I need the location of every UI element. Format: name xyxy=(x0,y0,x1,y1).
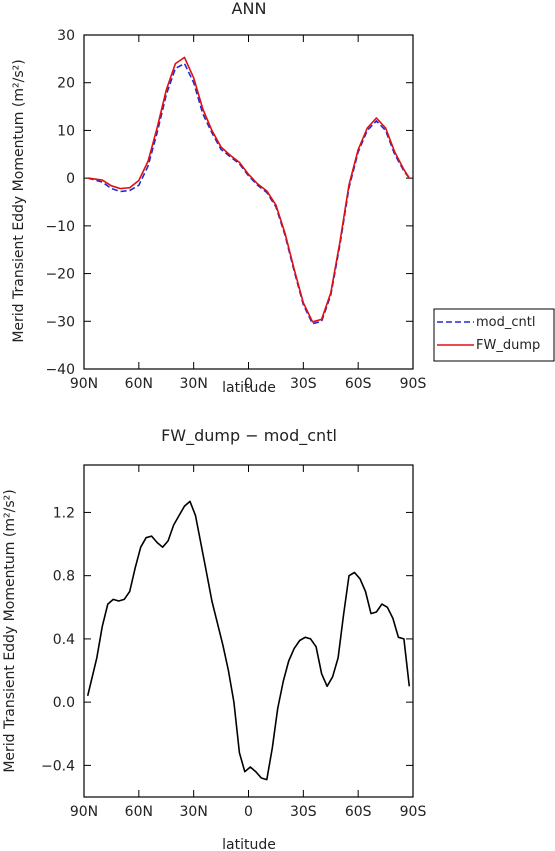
y-tick-label: 1.2 xyxy=(53,505,75,521)
legend-label-FW_dump: FW_dump xyxy=(476,338,540,353)
x-tick-label: 0 xyxy=(244,376,253,392)
y-tick-label: −20 xyxy=(45,267,75,283)
y-tick-label: 0.0 xyxy=(53,695,75,711)
x-tick-label: 60N xyxy=(125,376,153,392)
x-tick-label: 30N xyxy=(180,376,208,392)
x-tick-label: 0 xyxy=(244,804,253,820)
x-tick-label: 90S xyxy=(400,376,427,392)
y-tick-label: 0.4 xyxy=(53,632,75,648)
series-line-diff xyxy=(86,500,411,781)
bottom-xlabel: latitude xyxy=(222,837,276,851)
bottom-panel: FW_dump − mod_cntl latitude Merid Transi… xyxy=(2,426,426,851)
top-xlabel: latitude xyxy=(222,380,276,396)
y-tick-label: 0.8 xyxy=(53,569,75,585)
x-tick-label: 60N xyxy=(125,804,153,820)
x-tick-label: 90N xyxy=(70,804,98,820)
bottom-ylabel: Merid Transient Eddy Momentum (m²/s²) xyxy=(2,489,18,772)
y-tick-label: −0.4 xyxy=(41,758,75,774)
y-tick-label: 20 xyxy=(57,76,75,92)
legend: mod_cntl FW_dump xyxy=(433,308,555,362)
x-tick-label: 30N xyxy=(180,804,208,820)
bottom-plot-frame xyxy=(83,464,414,798)
y-tick-label: 10 xyxy=(57,123,75,139)
x-tick-label: 60S xyxy=(345,376,372,392)
top-plot-frame xyxy=(83,34,414,370)
x-tick-label: 30S xyxy=(290,804,317,820)
top-title: ANN xyxy=(232,0,267,18)
y-tick-label: 30 xyxy=(57,28,75,44)
x-tick-label: 30S xyxy=(290,376,317,392)
y-tick-label: −10 xyxy=(45,219,75,235)
y-tick-label: −30 xyxy=(45,314,75,330)
bottom-title: FW_dump − mod_cntl xyxy=(161,426,337,446)
x-tick-label: 90N xyxy=(70,376,98,392)
legend-label-mod_cntl: mod_cntl xyxy=(476,315,535,330)
y-tick-label: −40 xyxy=(45,362,75,378)
legend-box xyxy=(433,308,555,362)
x-tick-label: 60S xyxy=(345,804,372,820)
x-tick-label: 90S xyxy=(400,804,427,820)
top-ylabel: Merid Transient Eddy Momentum (m²/s²) xyxy=(11,59,27,342)
series-line-mod_cntl xyxy=(87,62,410,325)
y-tick-label: 0 xyxy=(66,171,75,187)
series-line-FW_dump xyxy=(87,56,410,323)
top-panel: ANN latitude Merid Transient Eddy Moment… xyxy=(11,0,426,396)
